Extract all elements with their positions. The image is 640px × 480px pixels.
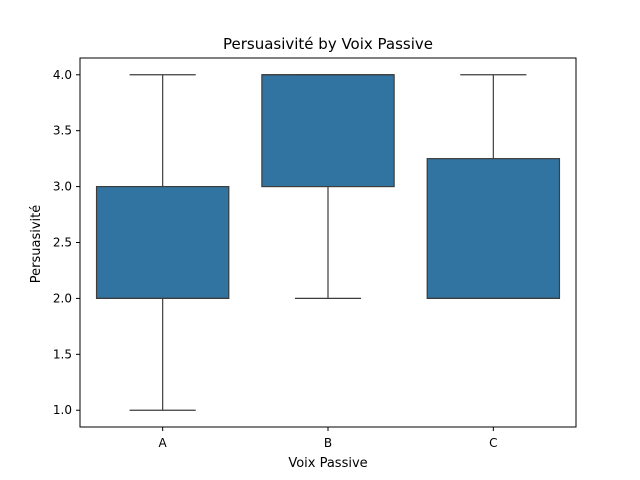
y-tick-label-4.0: 4.0 [53, 68, 72, 82]
box-B [261, 74, 395, 188]
plot-area: 1.0 1.5 2.0 2.5 3.0 3.5 4.0 A B C [53, 57, 577, 450]
y-tick-label-1.0: 1.0 [53, 403, 72, 417]
box-A [95, 185, 230, 300]
y-axis-label: Persuasivité [29, 205, 44, 283]
y-tick-label-3.5: 3.5 [53, 124, 72, 138]
box-C [426, 158, 561, 300]
chart-title: Persuasivité by Voix Passive [223, 35, 433, 53]
x-tick-label-A: A [159, 436, 168, 450]
y-tick-label-3.0: 3.0 [53, 180, 72, 194]
y-tick-label-2.5: 2.5 [53, 236, 72, 250]
x-tick-label-B: B [324, 436, 332, 450]
y-tick-label-2.0: 2.0 [53, 291, 72, 305]
y-tick-label-1.5: 1.5 [53, 347, 72, 361]
x-tick-label-C: C [489, 436, 497, 450]
x-axis-label: Voix Passive [288, 456, 367, 471]
